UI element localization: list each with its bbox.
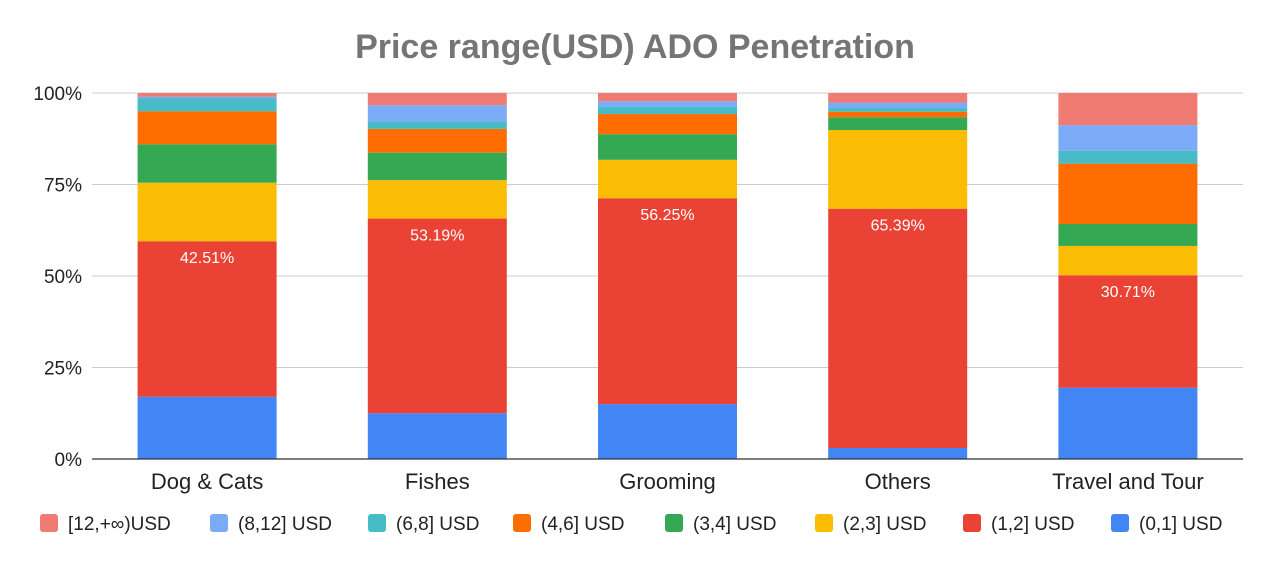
legend-item[interactable]: (8,12] USD [210,514,332,535]
legend-swatch [513,514,531,532]
bar-segment[interactable] [367,93,507,106]
legend-item[interactable]: (4,6] USD [513,514,624,535]
data-labels: 42.51% 53.19% 56.25% 65.39% 30.71% [180,207,1155,301]
data-label: 65.39% [871,218,925,235]
bar-segment[interactable] [598,93,737,102]
legend-item[interactable]: (3,4] USD [665,514,776,535]
bar-segment[interactable] [367,152,507,181]
x-tick-label: Dog & Cats [151,469,264,494]
legend-swatch [210,514,228,532]
bar-segment[interactable] [1058,125,1198,151]
bar-segment[interactable] [137,111,277,145]
chart-title: Price range(USD) ADO Penetration [355,28,915,66]
bar-segment[interactable] [1058,245,1198,276]
bar-segment[interactable] [598,114,737,135]
bar-segment[interactable] [598,198,737,405]
bar-segment[interactable] [1058,275,1198,388]
bar-segment[interactable] [1058,387,1198,459]
bar-segment[interactable] [828,111,968,118]
x-tick-label: Others [865,469,931,494]
bar-segment[interactable] [598,106,737,115]
y-tick-label: 50% [44,267,82,288]
bar-segment[interactable] [367,128,507,153]
legend-swatch [963,514,981,532]
bar-segment[interactable] [137,182,277,242]
legend-label: (8,12] USD [238,514,332,535]
legend-label: (2,3] USD [843,514,926,535]
data-label: 42.51% [180,250,234,267]
legend-item[interactable]: (1,2] USD [963,514,1074,535]
bar-segment[interactable] [137,93,277,97]
x-tick-label: Fishes [405,469,470,494]
bar-segment[interactable] [598,404,737,459]
bar-segment[interactable] [137,144,277,183]
legend-item[interactable]: (6,8] USD [368,514,479,535]
legend-label: [12,+∞)USD [68,514,171,535]
legend-label: (3,4] USD [693,514,776,535]
bar-segment[interactable] [828,130,968,209]
bar-segment[interactable] [1058,163,1198,224]
x-axis: Dog & Cats Fishes Grooming Others Travel and… [92,458,1243,494]
legend-swatch [815,514,833,532]
y-tick-label: 0% [55,450,83,471]
bar-segment[interactable] [598,101,737,107]
bar-segment[interactable] [598,134,737,160]
legend-label: (4,6] USD [541,514,624,535]
x-tick-label: Travel and Tour [1052,469,1204,494]
bar-segment[interactable] [137,98,277,112]
bar-segment[interactable] [137,396,277,459]
bar-segment[interactable] [828,102,968,109]
bar-segment[interactable] [1058,150,1198,164]
legend-item[interactable]: (0,1] USD [1111,514,1222,535]
bar-segment[interactable] [828,117,968,131]
legend-label: (0,1] USD [1139,514,1222,535]
legend-label: (1,2] USD [991,514,1074,535]
legend-label: (6,8] USD [396,514,479,535]
data-label: 30.71% [1101,284,1155,301]
legend-swatch [40,514,58,532]
bar-segment[interactable] [1058,223,1198,246]
bar-segment[interactable] [1058,93,1198,126]
bar-segment[interactable] [828,108,968,112]
legend-item[interactable]: [12,+∞)USD [40,514,171,535]
data-label: 56.25% [640,207,694,224]
bar-segment[interactable] [828,208,968,449]
y-tick-label: 100% [33,84,82,105]
legend-swatch [665,514,683,532]
legend-item[interactable]: (2,3] USD [815,514,926,535]
bar-segment[interactable] [367,180,507,219]
legend[interactable]: [12,+∞)USD (8,12] USD (6,8] USD (4,6] USD (3… [40,514,1222,535]
bar-segment[interactable] [137,241,277,397]
bar-segment[interactable] [828,448,968,459]
legend-swatch [1111,514,1129,532]
bar-segment[interactable] [367,413,507,459]
y-axis: 0% 25% 50% 75% 100% [33,84,82,471]
bar-segment[interactable] [137,96,277,99]
bar-segment[interactable] [828,93,968,103]
bar-segment[interactable] [367,121,507,129]
bar-segment[interactable] [367,105,507,122]
y-tick-label: 25% [44,359,82,380]
y-tick-label: 75% [44,176,82,197]
data-label: 53.19% [410,228,464,245]
bars [137,93,1198,459]
x-tick-label: Grooming [619,469,716,494]
bar-segment[interactable] [598,159,737,199]
bar-segment[interactable] [367,218,507,414]
legend-swatch [368,514,386,532]
